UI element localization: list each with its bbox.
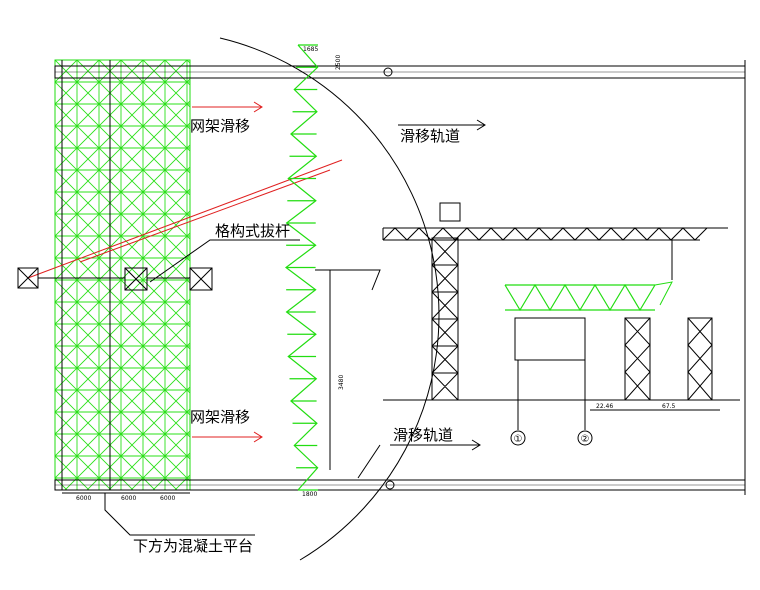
label: 网架滑移 xyxy=(190,408,250,426)
dimension: 67.5 xyxy=(662,403,676,410)
dimension: 1800 xyxy=(302,491,317,498)
dimension: 22.46 xyxy=(596,403,613,410)
dimension: 6000 xyxy=(76,495,91,502)
label: 格构式拔杆 xyxy=(215,222,290,240)
lattice-mast xyxy=(285,44,319,491)
tower-crane xyxy=(315,202,740,470)
label: 滑移轨道 xyxy=(393,426,453,444)
label: 网架滑移 xyxy=(190,117,250,135)
anchor-boxes xyxy=(17,239,300,291)
dimension: 2500 xyxy=(335,55,342,70)
axis-label: ① xyxy=(514,434,523,445)
dimension: 6000 xyxy=(121,495,136,502)
label: 滑移轨道 xyxy=(400,127,460,145)
dimension: 3480 xyxy=(338,375,345,390)
dimension: 1685 xyxy=(303,46,318,53)
space-frame xyxy=(54,59,191,491)
dimension: 6000 xyxy=(160,495,175,502)
dimension-lines xyxy=(62,492,255,536)
crane-radius xyxy=(219,37,440,561)
rails xyxy=(54,60,746,495)
label: 下方为混凝土平台 xyxy=(133,537,253,555)
arrows xyxy=(192,101,486,479)
mast-member xyxy=(286,44,318,491)
axis-label: ② xyxy=(581,434,590,445)
